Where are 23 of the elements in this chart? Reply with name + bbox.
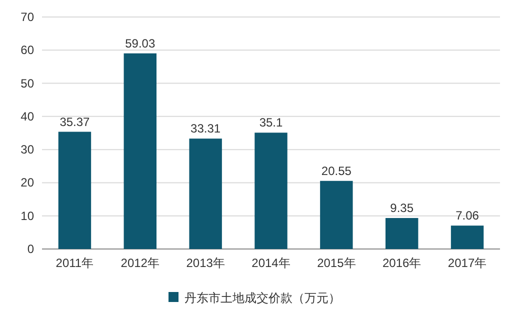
data-label: 59.03	[125, 36, 156, 50]
x-tick-label: 2012年	[120, 256, 160, 270]
x-tick-label: 2015年	[317, 256, 356, 270]
x-tick-label: 2017年	[448, 256, 487, 270]
data-label: 9.35	[390, 201, 414, 216]
x-tick-label: 2011年	[56, 256, 94, 270]
y-tick-label: 70	[20, 10, 34, 24]
legend-label: 丹东市土地成交价款（万元）	[184, 291, 340, 305]
data-label: 35.37	[60, 114, 90, 129]
y-tick-label: 40	[20, 109, 34, 124]
y-tick-label: 30	[20, 142, 34, 157]
x-tick-label: 2014年	[252, 256, 290, 270]
data-label: 7.06	[456, 208, 480, 223]
data-label: 20.55	[321, 164, 352, 178]
data-label: 35.1	[259, 116, 283, 130]
y-tick-label: 50	[20, 76, 34, 90]
y-tick-label: 20	[20, 176, 34, 190]
y-tick-label: 0	[27, 242, 34, 256]
x-tick-label: 2016年	[382, 256, 422, 270]
x-tick-label: 2013年	[186, 256, 225, 270]
y-tick-label: 10	[20, 208, 34, 223]
y-tick-label: 60	[20, 43, 34, 58]
data-label: 33.31	[190, 122, 221, 136]
